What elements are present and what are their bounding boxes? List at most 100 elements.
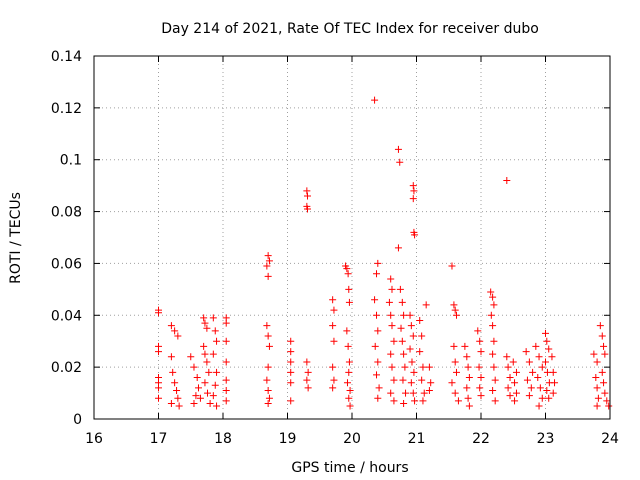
data-point <box>425 386 433 394</box>
data-point <box>410 187 418 195</box>
data-point <box>601 350 609 358</box>
data-point <box>287 358 295 366</box>
data-point <box>542 358 549 366</box>
data-point <box>203 358 211 366</box>
data-point <box>398 298 406 306</box>
data-point <box>411 397 419 405</box>
data-point <box>374 327 382 335</box>
data-point <box>213 402 221 410</box>
data-point <box>375 384 383 392</box>
data-point <box>222 397 230 405</box>
data-point <box>345 368 353 376</box>
data-point <box>598 332 606 340</box>
data-point <box>523 376 531 384</box>
data-point <box>549 389 557 397</box>
data-point <box>410 368 418 376</box>
data-point <box>371 96 379 104</box>
data-point <box>419 397 427 405</box>
data-point <box>394 244 402 252</box>
x-tick-label: 19 <box>279 431 297 447</box>
data-point <box>419 363 427 371</box>
data-point <box>477 348 485 356</box>
data-point <box>448 379 456 387</box>
x-tick-label: 20 <box>343 431 361 447</box>
data-point <box>201 350 209 358</box>
data-point <box>171 379 179 387</box>
data-point <box>450 342 458 350</box>
x-axis-label: GPS time / hours <box>291 460 408 476</box>
data-point <box>265 394 273 402</box>
data-point <box>600 342 608 350</box>
data-point <box>506 374 514 382</box>
data-point <box>330 306 338 314</box>
data-point <box>264 386 272 394</box>
data-point <box>590 350 598 358</box>
data-point <box>491 397 499 405</box>
y-tick-label: 0.04 <box>51 308 82 324</box>
data-point <box>374 259 382 267</box>
data-point <box>512 368 520 376</box>
y-tick-label: 0.08 <box>51 205 82 221</box>
data-point <box>454 397 462 405</box>
data-point <box>200 342 208 350</box>
data-point <box>422 301 430 309</box>
data-points <box>155 96 613 410</box>
data-point <box>451 306 459 314</box>
data-point <box>596 322 604 330</box>
data-point <box>205 368 213 376</box>
data-point <box>406 311 414 319</box>
data-point <box>522 348 530 356</box>
data-point <box>155 394 162 402</box>
data-point <box>411 231 419 239</box>
x-tick-label: 17 <box>150 431 168 447</box>
data-point <box>222 337 230 345</box>
data-point <box>263 322 271 330</box>
x-tick-label: 21 <box>408 431 426 447</box>
data-point <box>400 311 408 319</box>
data-point <box>263 376 271 384</box>
data-point <box>464 394 472 402</box>
data-point <box>463 384 471 392</box>
data-point <box>209 350 217 358</box>
data-point <box>169 368 177 376</box>
data-point <box>464 363 472 371</box>
data-point <box>476 384 484 392</box>
data-point <box>385 298 393 306</box>
x-tick-label: 22 <box>472 431 490 447</box>
data-point <box>598 368 606 376</box>
data-point <box>409 332 417 340</box>
data-point <box>592 374 600 382</box>
data-point <box>374 358 382 366</box>
data-point <box>303 376 311 384</box>
data-point <box>388 322 396 330</box>
data-point <box>201 379 209 387</box>
data-point <box>329 363 337 371</box>
data-point <box>345 358 353 366</box>
y-tick-label: 0.06 <box>51 256 82 272</box>
data-point <box>396 158 404 166</box>
data-point <box>345 298 353 306</box>
data-point <box>545 394 553 402</box>
data-point <box>345 394 353 402</box>
data-point <box>407 322 415 330</box>
data-point <box>329 296 337 304</box>
x-tick-labels: 16 17 18 19 20 21 22 23 24 <box>85 431 619 447</box>
data-point <box>474 327 482 335</box>
grid-lines <box>94 56 610 419</box>
data-point <box>452 368 460 376</box>
data-point <box>194 384 202 392</box>
data-point <box>174 394 182 402</box>
y-tick-label: 0.14 <box>51 49 82 65</box>
data-point <box>600 379 608 387</box>
data-point <box>373 270 381 278</box>
data-point <box>373 371 381 379</box>
data-point <box>461 342 469 350</box>
data-point <box>388 285 396 293</box>
tick-marks <box>93 55 611 420</box>
data-point <box>371 296 379 304</box>
data-point <box>408 358 416 366</box>
data-point <box>373 311 381 319</box>
y-tick-label: 0.12 <box>51 101 82 117</box>
data-point <box>543 386 551 394</box>
